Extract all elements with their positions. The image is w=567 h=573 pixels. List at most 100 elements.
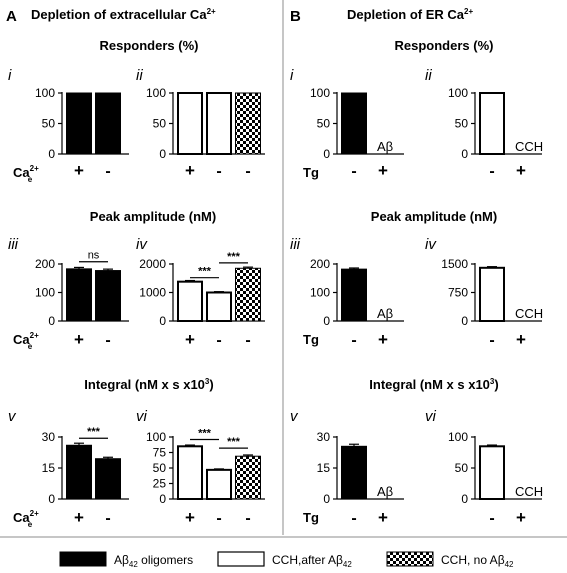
- subplot-a-iii: iii 0 100 200 + - ns Ca2+ e: [8, 236, 129, 351]
- y-tick-label: 0: [48, 314, 55, 328]
- absent-bar-note: Aβ: [377, 484, 393, 499]
- bar: [66, 268, 92, 322]
- panel-letter-b: B: [290, 8, 301, 25]
- y-tick-label: 25: [153, 477, 167, 491]
- y-tick-label: 0: [48, 492, 55, 506]
- condition-label: Tg: [303, 165, 319, 180]
- condition-label-text: Tg: [303, 165, 319, 180]
- x-tick-label: +: [516, 161, 526, 180]
- section-title-integral-a: Integral (nM x s x103): [84, 377, 213, 392]
- section-title-integral-b-end: ): [494, 377, 498, 392]
- y-tick-label: 0: [159, 314, 166, 328]
- subplot-label: vi: [136, 408, 148, 425]
- y-tick-label: 50: [455, 461, 469, 475]
- y-tick-label: 100: [35, 286, 55, 300]
- legend-label-cch-after-sub: 42: [343, 560, 352, 569]
- x-tick-label: -: [351, 332, 356, 349]
- legend-label-abeta-end: oligomers: [138, 553, 193, 567]
- significance-label: ***: [227, 436, 241, 448]
- bar: [235, 455, 261, 500]
- bar: [177, 92, 203, 155]
- bar: [341, 92, 367, 155]
- section-title-peak-a: Peak amplitude (nM): [90, 209, 216, 224]
- x-tick-label: -: [216, 332, 221, 349]
- significance-label: ns: [88, 250, 100, 262]
- condition-label-text: Ca: [13, 165, 30, 180]
- legend-swatch-checker: [386, 551, 434, 567]
- condition-label-text: Ca: [13, 510, 30, 525]
- legend-label-abeta-sub: 42: [129, 560, 138, 569]
- y-tick-label: 30: [317, 430, 331, 444]
- subplot-label: i: [8, 67, 12, 84]
- subplot-a-iv: iv 0 1000 2000 + - - *** ***: [136, 236, 265, 349]
- legend-label-abeta: Aβ42 oligomers: [114, 553, 193, 569]
- subplot-b-ii: ii 0 50 100 - + CCH: [425, 67, 543, 180]
- subplot-label: iii: [8, 236, 19, 253]
- x-tick-label: -: [489, 510, 494, 527]
- y-tick-label: 0: [48, 147, 55, 161]
- subplot-label: i: [290, 67, 294, 84]
- significance-label: ***: [198, 427, 212, 439]
- x-tick-label: +: [74, 161, 84, 180]
- y-tick-label: 0: [461, 147, 468, 161]
- subplot-label: vi: [425, 408, 437, 425]
- legend-label-cch-no-abeta-sub: 42: [505, 560, 514, 569]
- condition-label-sup: 2+: [30, 331, 39, 340]
- y-tick-label: 100: [448, 86, 468, 100]
- x-tick-label: -: [105, 332, 110, 349]
- y-tick-label: 50: [153, 117, 167, 131]
- bar: [66, 444, 92, 500]
- bar: [95, 92, 121, 155]
- panel-letter-a: A: [6, 8, 17, 25]
- subplot-label: ii: [425, 67, 432, 84]
- absent-bar-note: Aβ: [377, 139, 393, 154]
- absent-bar-note: CCH: [515, 306, 543, 321]
- subplot-a-v: v 0 15 30 + - *** Ca2+ e: [8, 408, 129, 529]
- condition-label-text: Tg: [303, 510, 319, 525]
- panel-title-b-sup: 2+: [464, 7, 473, 16]
- panel-title-a-text: Depletion of extracellular Ca: [31, 7, 207, 22]
- legend-label-cch-after-text: CCH,after Aβ: [272, 553, 343, 567]
- x-tick-label: -: [351, 510, 356, 527]
- y-tick-label: 0: [159, 147, 166, 161]
- section-title-responders-b: Responders (%): [395, 38, 494, 53]
- y-tick-label: 1000: [139, 286, 166, 300]
- subplot-b-iv: iv 0 750 1500 - + CCH: [425, 236, 543, 349]
- y-tick-label: 0: [159, 492, 166, 506]
- x-tick-label: +: [378, 161, 388, 180]
- condition-label-sub: e: [28, 175, 33, 184]
- subplot-b-iii: iii 0 100 200 - + Aβ Tg: [290, 236, 404, 349]
- section-title-integral-a-end: ): [209, 377, 213, 392]
- y-tick-label: 2000: [139, 257, 166, 271]
- x-tick-label: -: [245, 510, 250, 527]
- bar: [235, 92, 261, 155]
- x-tick-label: +: [74, 508, 84, 527]
- significance-label: ***: [227, 251, 241, 263]
- y-tick-label: 0: [461, 492, 468, 506]
- x-tick-label: -: [105, 510, 110, 527]
- y-tick-label: 50: [153, 461, 167, 475]
- legend: Aβ42 oligomers CCH,after Aβ42 CCH, no Aβ…: [59, 551, 514, 569]
- x-tick-label: +: [185, 508, 195, 527]
- legend-item-cch-no-abeta: CCH, no Aβ42: [386, 551, 514, 569]
- condition-label-sub: e: [28, 520, 33, 529]
- legend-label-cch-no-abeta-text: CCH, no Aβ: [441, 553, 505, 567]
- y-tick-label: 100: [146, 430, 166, 444]
- y-tick-label: 100: [35, 86, 55, 100]
- condition-label-sub: e: [28, 342, 33, 351]
- y-tick-label: 0: [461, 314, 468, 328]
- x-tick-label: +: [378, 508, 388, 527]
- condition-label-sup: 2+: [30, 509, 39, 518]
- condition-label: Ca2+ e: [13, 164, 39, 184]
- y-tick-label: 30: [42, 430, 56, 444]
- y-tick-label: 100: [448, 430, 468, 444]
- bar: [235, 267, 261, 322]
- subplot-b-i: i 0 50 100 - + Aβ Tg: [290, 67, 404, 180]
- y-tick-label: 200: [35, 257, 55, 271]
- bar: [479, 266, 505, 322]
- x-tick-label: -: [351, 163, 356, 180]
- condition-label-sup: 2+: [30, 164, 39, 173]
- bar: [206, 92, 232, 155]
